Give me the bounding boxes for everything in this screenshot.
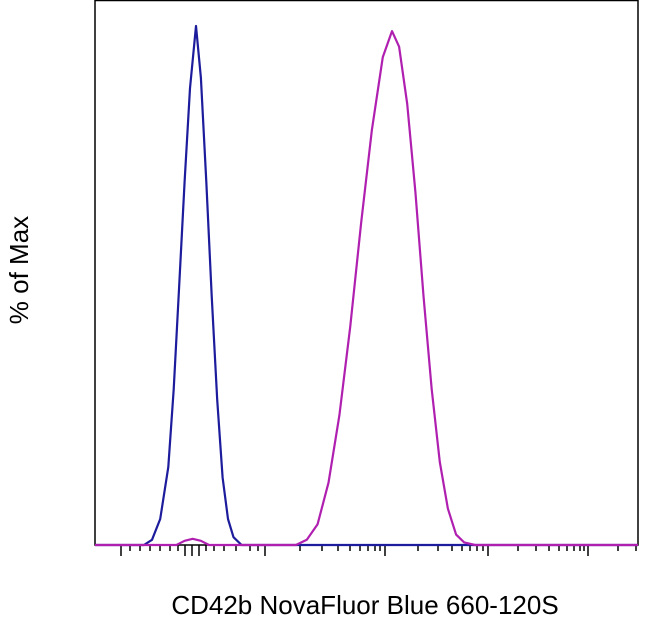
x-axis-ticks — [120, 545, 637, 556]
histogram-line — [95, 24, 638, 547]
histogram-line — [95, 30, 638, 547]
plot-frame — [94, 0, 639, 546]
x-axis-label: CD42b NovaFluor Blue 660-120S — [171, 590, 558, 620]
y-axis-label: % of Max — [4, 216, 34, 324]
